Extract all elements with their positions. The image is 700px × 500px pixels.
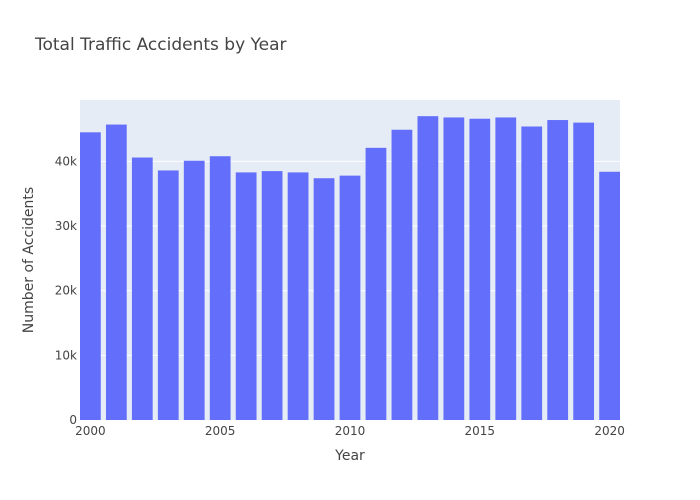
y-axis-title: Number of Accidents (21, 187, 37, 333)
x-axis-title: Year (334, 448, 365, 464)
x-tick-label: 2015 (465, 424, 496, 438)
x-tick-label: 2020 (594, 424, 625, 438)
bar-2003[interactable] (157, 170, 179, 420)
bar-2007[interactable] (261, 171, 283, 420)
x-tick-label: 2005 (205, 424, 236, 438)
bar-2012[interactable] (391, 129, 413, 421)
bar-2016[interactable] (495, 117, 517, 421)
y-tick-label: 0 (69, 413, 77, 427)
y-tick-label: 10k (55, 348, 77, 362)
y-tick-label: 20k (55, 284, 77, 298)
bar-2014[interactable] (443, 117, 465, 421)
chart-title: Total Traffic Accidents by Year (34, 35, 287, 55)
bar-2010[interactable] (339, 175, 361, 420)
bar-2019[interactable] (573, 122, 595, 421)
bar-2006[interactable] (235, 172, 257, 420)
bar-2001[interactable] (105, 124, 127, 420)
y-tick-label: 40k (55, 154, 77, 168)
bar-2008[interactable] (287, 172, 309, 420)
y-tick-label: 30k (55, 219, 77, 233)
bar-2009[interactable] (313, 178, 335, 420)
bar-2018[interactable] (547, 120, 569, 420)
x-tick-label: 2000 (75, 424, 106, 438)
bar-2015[interactable] (469, 118, 491, 421)
bar-2002[interactable] (131, 157, 153, 421)
x-tick-label: 2010 (335, 424, 366, 438)
bar-2004[interactable] (183, 160, 205, 420)
bar-2013[interactable] (417, 116, 439, 420)
bar-2011[interactable] (365, 147, 387, 420)
x-axis-ticks: 2000 2005 2010 2015 2020 (75, 424, 625, 438)
y-axis-ticks: 0 10k 20k 30k 40k (55, 154, 77, 427)
bar-2017[interactable] (521, 126, 543, 420)
bar-2020[interactable] (599, 171, 620, 420)
bar-2000[interactable] (80, 132, 101, 420)
bar-2005[interactable] (209, 156, 231, 420)
bars (80, 116, 620, 421)
